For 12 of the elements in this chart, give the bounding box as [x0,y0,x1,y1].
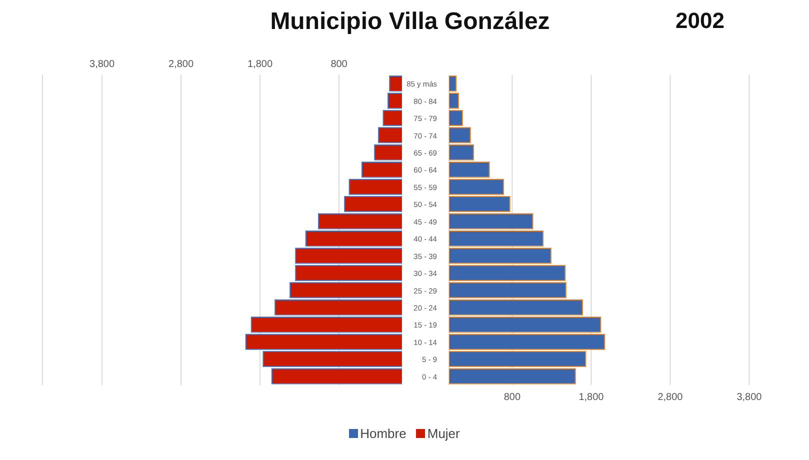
chart-subtitle: 2002 [674,8,726,34]
x-tick-label: 2,800 [658,392,684,404]
x-tick-label: 3,800 [736,392,762,404]
legend-label: Hombre [359,426,406,441]
x-tick-label: 1,800 [247,59,273,70]
x-tick-label: 800 [504,392,521,404]
x-tick-label: 800 [330,59,348,70]
x-tick-label: 2,800 [168,59,194,70]
chart-title: Municipio Villa González [269,8,551,36]
x-tick-label: 3,800 [89,59,115,70]
x-tick-label: 1,800 [578,392,604,404]
legend-label: Mujer [426,426,460,441]
